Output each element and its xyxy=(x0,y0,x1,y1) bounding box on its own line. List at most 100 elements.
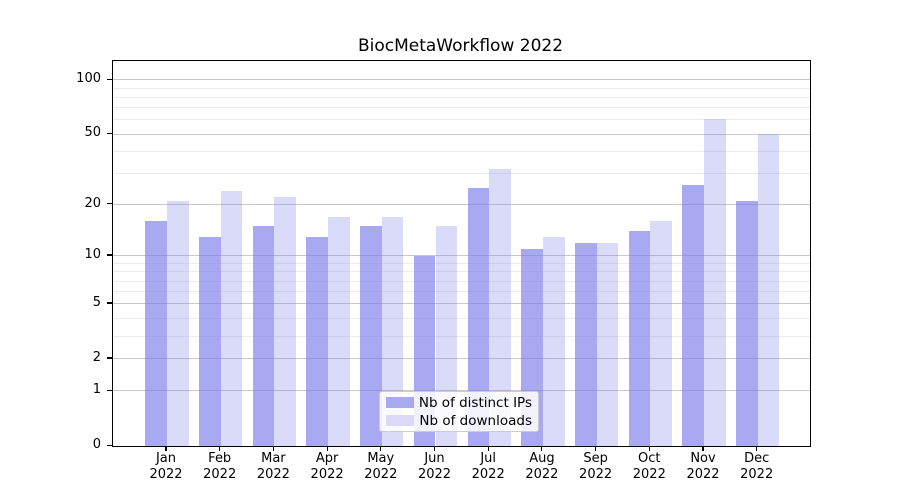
bar-distinct-ips xyxy=(252,226,275,446)
x-tick-mark xyxy=(702,446,704,451)
x-tick-year: 2022 xyxy=(525,467,559,482)
y-tick-label: 20 xyxy=(84,195,101,211)
gridline-major xyxy=(113,79,810,81)
y-tick-mark xyxy=(107,203,113,205)
legend-label-downloads: Nb of downloads xyxy=(419,412,532,429)
bar-downloads xyxy=(274,197,297,446)
x-tick-month: Jan xyxy=(155,451,177,466)
bar-distinct-ips xyxy=(574,242,597,446)
bar-downloads xyxy=(220,190,243,446)
x-tick-mark xyxy=(595,446,597,451)
bar-distinct-ips xyxy=(145,221,167,446)
x-tick-month: Feb xyxy=(208,451,232,466)
x-tick-year: 2022 xyxy=(632,467,666,482)
x-tick-year: 2022 xyxy=(203,467,237,482)
x-tick-label: Apr 2022 xyxy=(299,451,355,483)
x-tick-month: Apr xyxy=(315,451,339,466)
bar-distinct-ips xyxy=(682,184,704,446)
y-tick-mark xyxy=(107,357,113,359)
x-tick-label: Jul 2022 xyxy=(460,451,516,483)
bar-distinct-ips xyxy=(360,226,382,446)
gridline-minor xyxy=(113,291,810,293)
x-tick-label: Aug 2022 xyxy=(514,451,570,483)
bar-downloads xyxy=(757,134,780,446)
x-tick-mark xyxy=(648,446,650,451)
y-tick-label: 5 xyxy=(92,294,101,310)
bar-downloads xyxy=(167,200,189,446)
x-tick-label: Jun 2022 xyxy=(407,451,463,483)
gridline-minor xyxy=(113,107,810,109)
x-tick-mark xyxy=(326,446,328,451)
bar-distinct-ips xyxy=(736,200,758,446)
y-tick-mark xyxy=(107,444,113,446)
bar-downloads xyxy=(704,118,726,446)
legend-item-downloads: Nb of downloads xyxy=(386,412,532,429)
x-tick-mark xyxy=(272,446,274,451)
gridline-major xyxy=(113,133,810,135)
x-tick-mark xyxy=(433,446,436,451)
gridline-minor xyxy=(113,151,810,152)
bar-downloads xyxy=(381,216,404,446)
chart-title: BiocMetaWorkflow 2022 xyxy=(357,36,564,56)
y-tick-mark xyxy=(107,389,113,391)
gridline-minor xyxy=(113,97,810,98)
gridline-minor xyxy=(113,87,810,89)
x-tick-label: Mar 2022 xyxy=(245,451,301,483)
gridline-major xyxy=(113,255,810,257)
bar-distinct-ips xyxy=(628,231,651,446)
y-tick-label: 2 xyxy=(92,349,101,365)
bar-distinct-ips xyxy=(306,236,329,446)
x-tick-year: 2022 xyxy=(471,467,505,482)
x-tick-year: 2022 xyxy=(740,467,774,482)
y-tick-label: 100 xyxy=(76,71,101,86)
x-tick-month: Oct xyxy=(638,451,661,466)
y-tick-mark xyxy=(107,132,113,134)
gridline-minor xyxy=(113,262,810,264)
x-tick-label: Nov 2022 xyxy=(675,451,731,483)
x-tick-label: Oct 2022 xyxy=(621,451,677,483)
gridline-minor xyxy=(113,119,810,121)
gridline-minor xyxy=(113,317,810,319)
x-tick-year: 2022 xyxy=(579,467,613,482)
x-tick-year: 2022 xyxy=(310,467,344,482)
bar-distinct-ips xyxy=(199,236,221,446)
x-tick-mark xyxy=(219,446,221,451)
x-tick-year: 2022 xyxy=(149,467,183,482)
x-tick-mark xyxy=(541,446,543,451)
x-tick-mark xyxy=(380,446,382,451)
x-tick-month: Aug xyxy=(529,451,555,466)
bar-distinct-ips xyxy=(467,187,490,446)
y-tick-label: 50 xyxy=(84,125,101,141)
gridline-minor xyxy=(113,173,810,175)
y-tick-mark xyxy=(107,302,113,304)
x-tick-month: Jun xyxy=(424,451,445,466)
x-tick-label: May 2022 xyxy=(353,451,409,483)
x-tick-label: Sep 2022 xyxy=(568,451,624,483)
y-tick-label: 0 xyxy=(92,437,101,452)
legend-swatch-downloads xyxy=(386,415,414,426)
legend-item-distinct-ips: Nb of distinct IPs xyxy=(386,394,532,411)
x-tick-month: Mar xyxy=(261,451,286,466)
legend-swatch-distinct-ips xyxy=(386,397,414,408)
bar-downloads xyxy=(650,221,672,446)
x-tick-label: Feb 2022 xyxy=(192,451,248,483)
bar-downloads xyxy=(596,242,619,446)
x-tick-year: 2022 xyxy=(686,467,720,482)
x-tick-year: 2022 xyxy=(256,467,290,482)
x-tick-month: Dec xyxy=(744,451,770,466)
gridline-major xyxy=(113,358,810,360)
gridline-major xyxy=(113,390,810,392)
bar-downloads xyxy=(542,236,565,446)
x-tick-month: May xyxy=(367,451,395,466)
gridline-major xyxy=(113,203,810,205)
bar-downloads xyxy=(489,168,511,446)
x-tick-mark xyxy=(165,446,167,451)
x-tick-label: Dec 2022 xyxy=(729,451,785,483)
y-tick-mark xyxy=(107,78,113,80)
y-tick-mark xyxy=(107,254,113,256)
y-tick-label: 10 xyxy=(84,246,101,262)
x-tick-year: 2022 xyxy=(417,467,452,482)
plot-area xyxy=(112,60,811,447)
y-tick-label: 1 xyxy=(92,382,101,398)
x-tick-mark xyxy=(756,446,758,451)
